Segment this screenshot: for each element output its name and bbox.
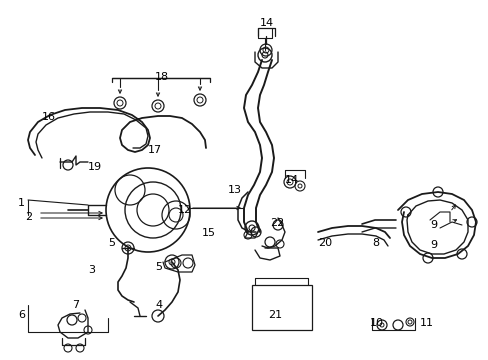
- Text: 7: 7: [72, 300, 79, 310]
- Text: 15: 15: [202, 228, 216, 238]
- Text: 11: 11: [419, 318, 433, 328]
- Text: 22: 22: [269, 218, 284, 228]
- Text: 1: 1: [18, 198, 25, 208]
- Text: 8: 8: [371, 238, 378, 248]
- Text: 14: 14: [285, 175, 299, 185]
- Text: 5: 5: [155, 262, 162, 272]
- Text: 9: 9: [429, 240, 436, 250]
- Text: 9: 9: [429, 220, 436, 230]
- Text: 18: 18: [155, 72, 169, 82]
- Text: 17: 17: [148, 145, 162, 155]
- Text: 5: 5: [108, 238, 115, 248]
- Bar: [251, 285, 311, 330]
- Text: 4: 4: [155, 300, 162, 310]
- Text: 12: 12: [178, 205, 192, 215]
- Text: 10: 10: [369, 318, 383, 328]
- Text: 16: 16: [42, 112, 56, 122]
- Text: 21: 21: [267, 310, 282, 320]
- Text: 13: 13: [227, 185, 242, 195]
- Text: 6: 6: [18, 310, 25, 320]
- Text: 3: 3: [88, 265, 95, 275]
- Text: 2: 2: [25, 212, 32, 222]
- Text: 19: 19: [88, 162, 102, 172]
- Text: 20: 20: [317, 238, 331, 248]
- Text: 14: 14: [260, 18, 274, 28]
